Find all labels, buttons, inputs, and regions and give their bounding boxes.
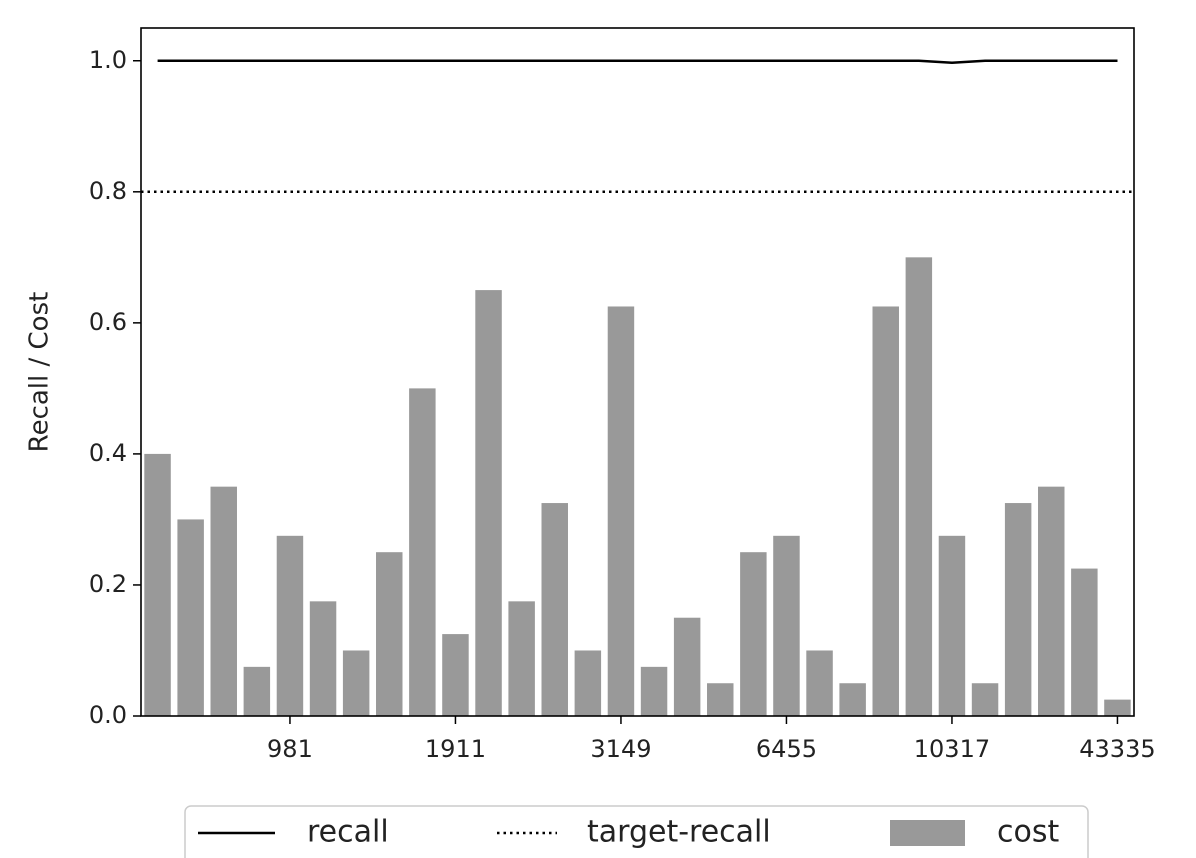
bar <box>276 535 304 716</box>
bar <box>574 650 602 716</box>
x-tick-label: 3149 <box>590 735 651 763</box>
legend-label: target-recall <box>587 815 771 850</box>
legend-label: recall <box>307 815 389 850</box>
bar <box>905 257 933 716</box>
bar <box>409 388 436 716</box>
bar <box>210 486 237 716</box>
legend: recall target-recall cost <box>184 805 1089 858</box>
bar <box>806 650 833 716</box>
bar <box>1104 699 1131 716</box>
bar <box>839 683 866 716</box>
y-axis-label: Recall / Cost <box>25 292 55 453</box>
bar <box>144 453 171 716</box>
bar <box>740 552 767 716</box>
bar <box>243 666 271 716</box>
axes-frame <box>140 27 1135 717</box>
bar <box>971 683 999 716</box>
bar <box>541 503 568 716</box>
bar <box>1038 486 1065 716</box>
x-tick-label: 10317 <box>914 735 990 763</box>
bar <box>640 666 668 716</box>
bar <box>607 306 635 716</box>
legend-label: cost <box>997 815 1059 850</box>
bar <box>442 634 469 716</box>
y-tick-label: 0.8 <box>89 177 127 205</box>
bar <box>342 650 370 716</box>
bar <box>1004 503 1032 716</box>
legend-box <box>184 805 1089 858</box>
bar <box>938 535 966 716</box>
bar <box>1071 568 1098 716</box>
y-tick-label: 0.2 <box>89 570 127 598</box>
x-tick-label: 1911 <box>425 735 486 763</box>
y-tick-label: 0.6 <box>89 308 127 336</box>
bar <box>376 552 403 716</box>
bar <box>773 535 800 716</box>
y-tick-label: 1.0 <box>89 46 127 74</box>
y-tick-label: 0.0 <box>89 701 127 729</box>
y-tick-label: 0.4 <box>89 439 127 467</box>
bar <box>872 306 899 716</box>
x-tick-label: 43335 <box>1079 735 1155 763</box>
legend-swatch <box>890 820 965 846</box>
bar <box>309 601 337 716</box>
bar <box>508 601 535 716</box>
bar <box>475 290 502 716</box>
x-tick-label: 6455 <box>756 735 817 763</box>
bar <box>707 683 734 716</box>
recall-line <box>157 59 1118 64</box>
bar <box>673 617 701 716</box>
x-tick-label: 981 <box>267 735 313 763</box>
bar <box>177 519 204 716</box>
plot-area <box>141 59 1134 716</box>
